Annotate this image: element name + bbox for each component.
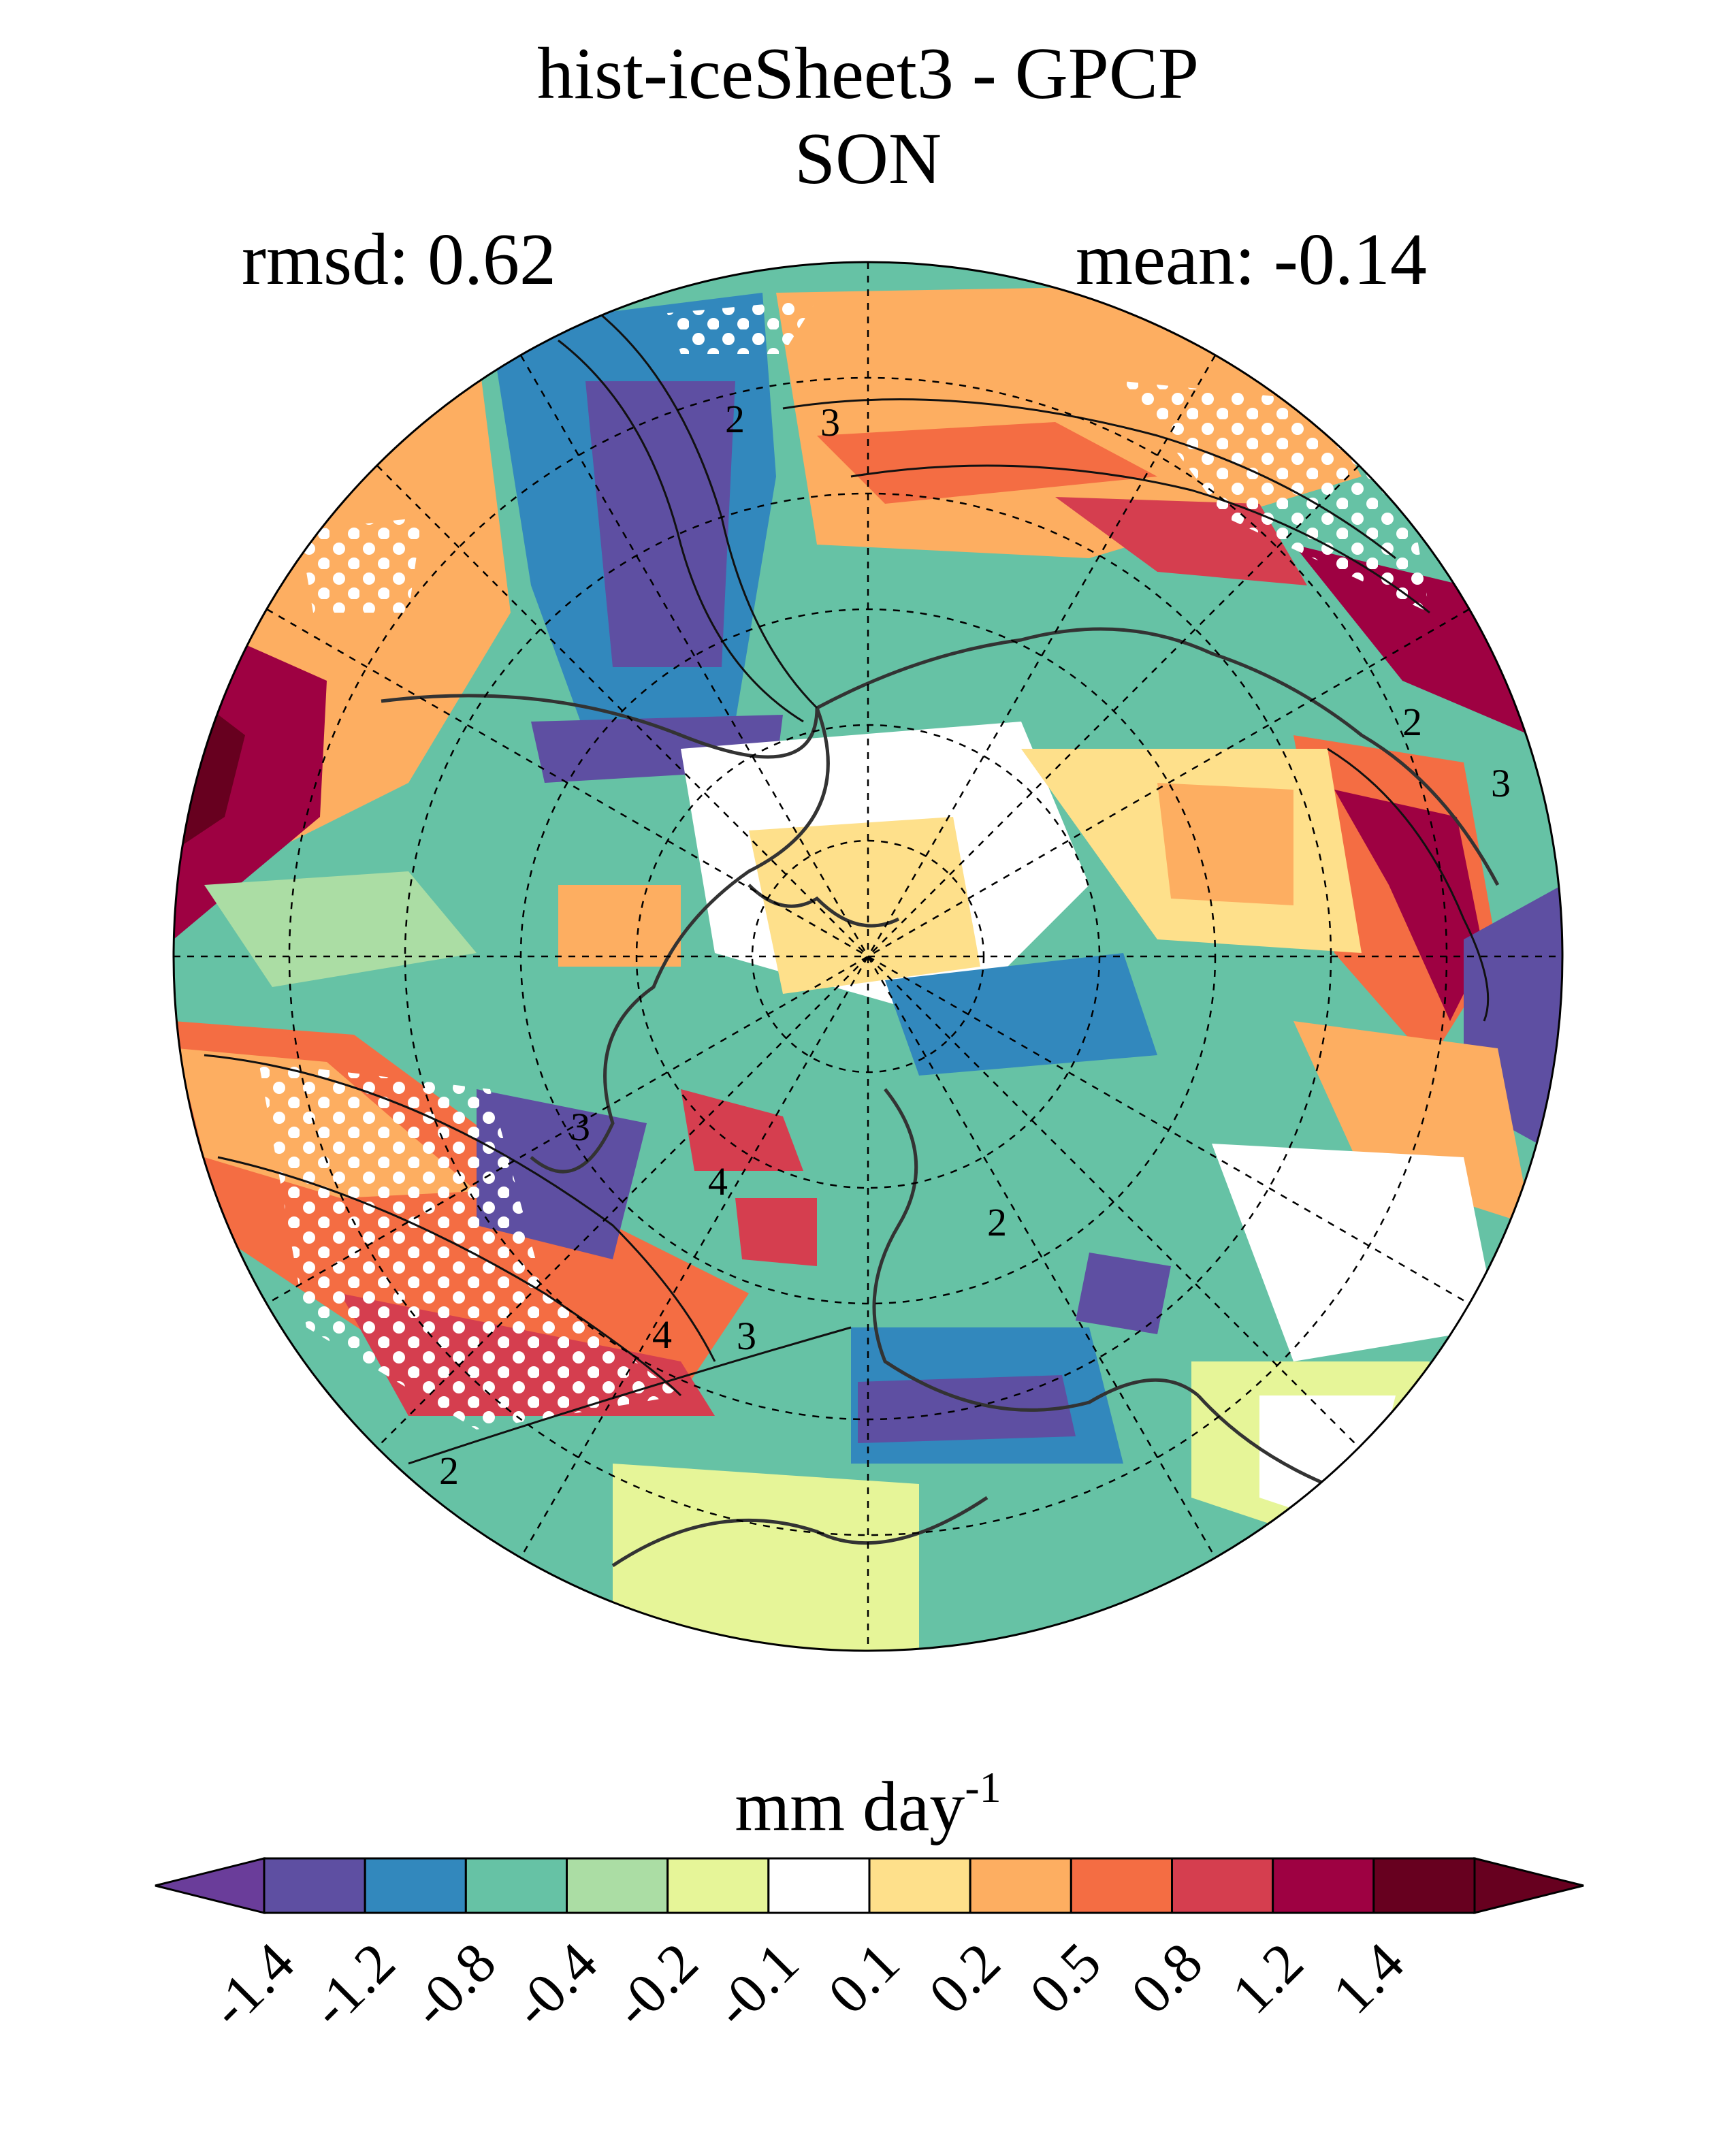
colorbar-tick-label: 1.2 [1219, 1931, 1315, 2027]
colorbar-cell [767, 1857, 871, 1914]
colorbar-cell [666, 1857, 770, 1914]
contour-label: 3 [570, 1105, 590, 1149]
colorbar-tick-label: -1.4 [197, 1931, 307, 2040]
contour-label: 3 [1491, 761, 1511, 805]
contour-label: 4 [652, 1312, 672, 1357]
anomaly-patch [1334, 790, 1484, 1021]
contour-label: 3 [820, 400, 840, 445]
anomaly-patch [204, 871, 477, 987]
anomaly-patch [749, 817, 980, 994]
colorbar-tick-label: -0.2 [601, 1931, 710, 2040]
colorbar-cell [1171, 1857, 1274, 1914]
colorbar-tick-label: -0.1 [702, 1931, 811, 2040]
map-field [174, 262, 1562, 1651]
colorbar-tick-label: -1.2 [298, 1931, 408, 2040]
contour-label: 2 [987, 1200, 1007, 1244]
season-label: SON [794, 118, 942, 199]
contour-label: 2 [725, 397, 745, 441]
colorbar [155, 1857, 1584, 1914]
colorbar-cell [1070, 1857, 1174, 1914]
contour-label: 2 [439, 1449, 459, 1493]
colorbar-cell [969, 1857, 1072, 1914]
colorbar-cell [868, 1857, 971, 1914]
figure-title: hist-iceSheet3 - GPCP [537, 33, 1199, 114]
mean-label: mean: -0.14 [1076, 219, 1427, 300]
polar-map: 2 3 2 3 3 4 2 4 3 2 [172, 261, 1564, 1652]
rmsd-label: rmsd: 0.62 [242, 219, 557, 300]
colorbar-cell [1372, 1857, 1476, 1914]
significance-stipple [259, 1062, 681, 1430]
anomaly-patch [1076, 1253, 1171, 1334]
colorbar-cell [364, 1857, 467, 1914]
significance-stipple [300, 517, 422, 613]
colorbar-cell [566, 1857, 669, 1914]
colorbar-tick-label: -0.8 [399, 1931, 509, 2040]
anomaly-patch [735, 1198, 817, 1266]
anomaly-patch [1293, 545, 1562, 749]
colorbar-tick-label: -0.4 [500, 1931, 609, 2040]
anomaly-patch [1293, 1021, 1532, 1225]
anomaly-patch [558, 885, 681, 967]
colorbar-cell [1272, 1857, 1375, 1914]
anomaly-patch [681, 1089, 803, 1171]
significance-stipple [667, 300, 817, 354]
map-boundary [172, 261, 1564, 1652]
colorbar-tick-label: 0.2 [917, 1931, 1013, 2027]
contour-label: 2 [1402, 700, 1422, 744]
anomaly-patch [1212, 1144, 1498, 1361]
colorbar-cell [263, 1857, 366, 1914]
colorbar-tick-label: 0.5 [1018, 1931, 1114, 2027]
colorbar-over-arrow [1473, 1857, 1584, 1914]
colorbar-tick-label: 0.8 [1119, 1931, 1215, 2027]
graticule [174, 262, 1562, 1651]
contour-label: 3 [737, 1314, 756, 1358]
contour-label: 4 [708, 1159, 728, 1204]
anomaly-patch [885, 953, 1157, 1076]
colorbar-units: mm day-1 [735, 1763, 1001, 1846]
colorbar-under-arrow [155, 1857, 266, 1914]
colorbar-tick-label: 1.4 [1321, 1931, 1417, 2027]
anomaly-patch [1157, 783, 1293, 905]
contour-label-group: 2 3 2 3 3 4 2 4 3 2 [439, 397, 1511, 1493]
anomaly-patch [817, 422, 1157, 504]
colorbar-cell [464, 1857, 568, 1914]
anomaly-patch [613, 1464, 919, 1651]
colorbar-tick-label: 0.1 [816, 1931, 912, 2027]
